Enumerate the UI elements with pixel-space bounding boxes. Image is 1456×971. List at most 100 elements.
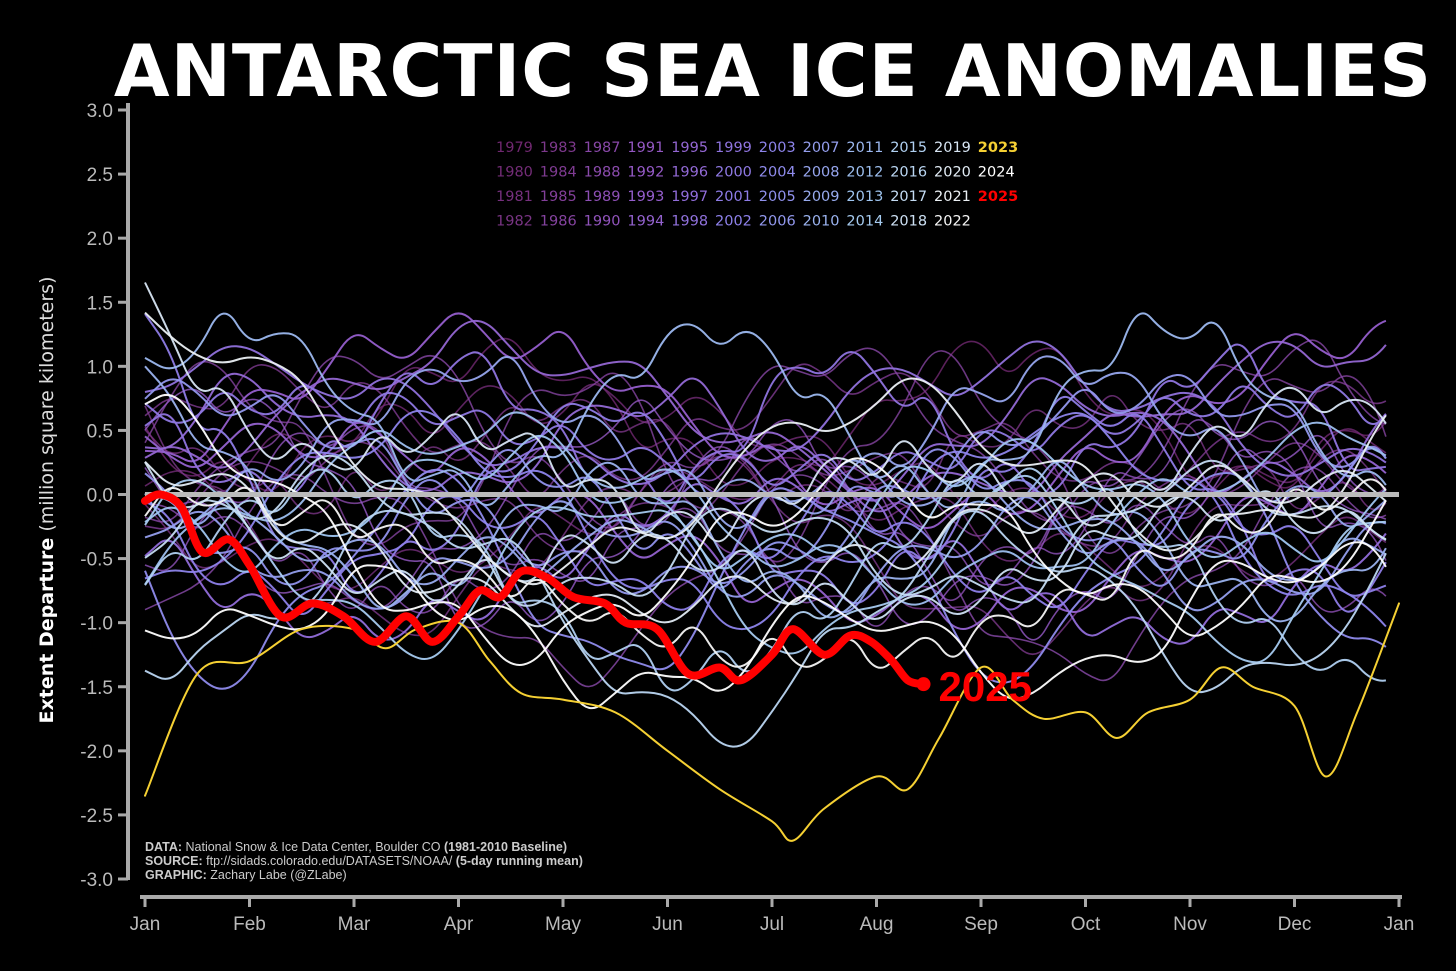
legend-entry: 1992 <box>627 165 664 181</box>
legend-entry: 1990 <box>584 214 621 230</box>
chart-title: ANTARCTIC SEA ICE ANOMALIES <box>114 29 1432 113</box>
legend-entry: 1979 <box>496 140 533 156</box>
y-tick-label: 2.0 <box>87 229 113 250</box>
x-tick-label: Jan <box>1384 914 1415 935</box>
legend-entry: 2003 <box>759 140 796 156</box>
series-line-background <box>144 340 1387 486</box>
legend-entry: 1994 <box>627 214 664 230</box>
legend-entry: 1993 <box>627 189 664 205</box>
y-tick-label: 2.5 <box>87 165 113 186</box>
series-line-background <box>144 468 1387 690</box>
y-tick-label: -2.5 <box>80 806 113 827</box>
legend-entry: 2011 <box>846 140 883 156</box>
x-tick-label: Apr <box>444 914 474 935</box>
legend-entry: 2022 <box>934 214 971 230</box>
legend-entry: 1997 <box>671 189 708 205</box>
series-line-background <box>144 460 1387 628</box>
y-tick-label: 3.0 <box>87 101 113 122</box>
series-line-background <box>144 421 1387 630</box>
series-line-background <box>144 466 1387 688</box>
legend-entry: 2020 <box>934 165 971 181</box>
legend-entry: 2013 <box>846 189 883 205</box>
legend-entry: 1988 <box>584 165 621 181</box>
x-tick-label: Aug <box>860 914 894 935</box>
legend-entry: 1995 <box>671 140 708 156</box>
legend-entry: 1981 <box>496 189 533 205</box>
legend-entry: 2016 <box>890 165 927 181</box>
y-tick-label: -0.5 <box>80 550 113 571</box>
legend-entry: 2018 <box>890 214 927 230</box>
credits: DATA: National Snow & Ice Data Center, B… <box>145 840 583 882</box>
legend-entry: 2021 <box>934 189 971 205</box>
series-line-background <box>144 355 1387 530</box>
x-tick-label: Nov <box>1173 914 1207 935</box>
series-line-background <box>144 394 1387 515</box>
highlight-series: 2025 <box>141 490 1400 842</box>
series-line-background <box>144 445 1387 589</box>
x-tick-label: May <box>545 914 581 935</box>
series-line-background <box>144 394 1387 666</box>
series-line-background <box>144 434 1387 573</box>
legend-entry: 1983 <box>540 140 577 156</box>
legend-entry: 2010 <box>803 214 840 230</box>
legend-entry: 2012 <box>846 165 883 181</box>
series-line-background <box>144 454 1387 607</box>
legend-entry: 1996 <box>671 165 708 181</box>
legend-entry: 1999 <box>715 140 752 156</box>
x-tick-label: Feb <box>233 914 266 935</box>
legend-entry: 1985 <box>540 189 577 205</box>
series-line-background <box>144 312 1387 529</box>
legend-entry: 1984 <box>540 165 577 181</box>
legend-entry: 2001 <box>715 189 752 205</box>
series-line-background <box>144 319 1387 513</box>
series-line-2023 <box>144 602 1400 842</box>
y-axis-label: Extent Departure (million square kilomet… <box>36 277 58 724</box>
y-tick-label: -1.0 <box>80 614 113 635</box>
legend-entry: 2006 <box>759 214 796 230</box>
series-line-background <box>144 441 1387 553</box>
legend-entry: 2008 <box>803 165 840 181</box>
legend-entry: 2000 <box>715 165 752 181</box>
x-tick-label: Sep <box>964 914 998 935</box>
y-axis-label-bold: Extent Departure <box>36 538 58 724</box>
series-line-background <box>144 388 1387 641</box>
y-tick-label: -3.0 <box>80 870 113 891</box>
series-line-background <box>144 312 1387 509</box>
x-tick-label: Jul <box>760 914 784 935</box>
legend-entry: 1982 <box>496 214 533 230</box>
y-tick-label: 0.0 <box>87 486 113 507</box>
series-line-background <box>144 365 1387 623</box>
legend-entry: 2005 <box>759 189 796 205</box>
credit-source: SOURCE: ftp://sidads.colorado.edu/DATASE… <box>145 854 583 868</box>
series-line-background <box>144 509 1387 748</box>
series-line-background <box>144 477 1387 645</box>
legend-entry: 2019 <box>934 140 971 156</box>
svg-text:Extent Departure (million squa: Extent Departure (million square kilomet… <box>36 277 58 724</box>
legend-entry: 1991 <box>627 140 664 156</box>
axes: 3.0 2.5 2.0 1.5 1.0 0.5 0.0 -0.5 -1.0 -1.5 -2.0 -2.… <box>80 101 1414 935</box>
legend: 1979 1980 1981 1982 1983 1984 1985 1986 1987 1988… <box>496 140 1018 230</box>
y-tick-label: 1.0 <box>87 357 113 378</box>
series-line-background <box>144 411 1387 606</box>
series-line-background <box>144 343 1386 503</box>
x-tick-label: Jan <box>130 914 161 935</box>
legend-entry: 1987 <box>584 140 621 156</box>
background-series <box>144 282 1387 748</box>
legend-entry: 1989 <box>584 189 621 205</box>
x-tick-label: Mar <box>338 914 371 935</box>
legend-entry: 2024 <box>978 165 1015 181</box>
legend-entry: 1986 <box>540 214 577 230</box>
legend-entry: 2009 <box>803 189 840 205</box>
series-line-background <box>144 409 1387 631</box>
legend-entry: 2014 <box>846 214 883 230</box>
series-line-2025 <box>141 490 928 689</box>
y-tick-label: 1.5 <box>87 293 113 314</box>
legend-entry: 2023 <box>978 140 1018 156</box>
series-line-background <box>144 311 1387 586</box>
x-tick-label: Jun <box>652 914 683 935</box>
series-line-background <box>144 339 1387 529</box>
legend-entry: 1998 <box>671 214 708 230</box>
y-axis-label-rest: (million square kilometers) <box>36 277 58 538</box>
credit-graphic: GRAPHIC: Zachary Labe (@ZLabe) <box>145 868 347 882</box>
